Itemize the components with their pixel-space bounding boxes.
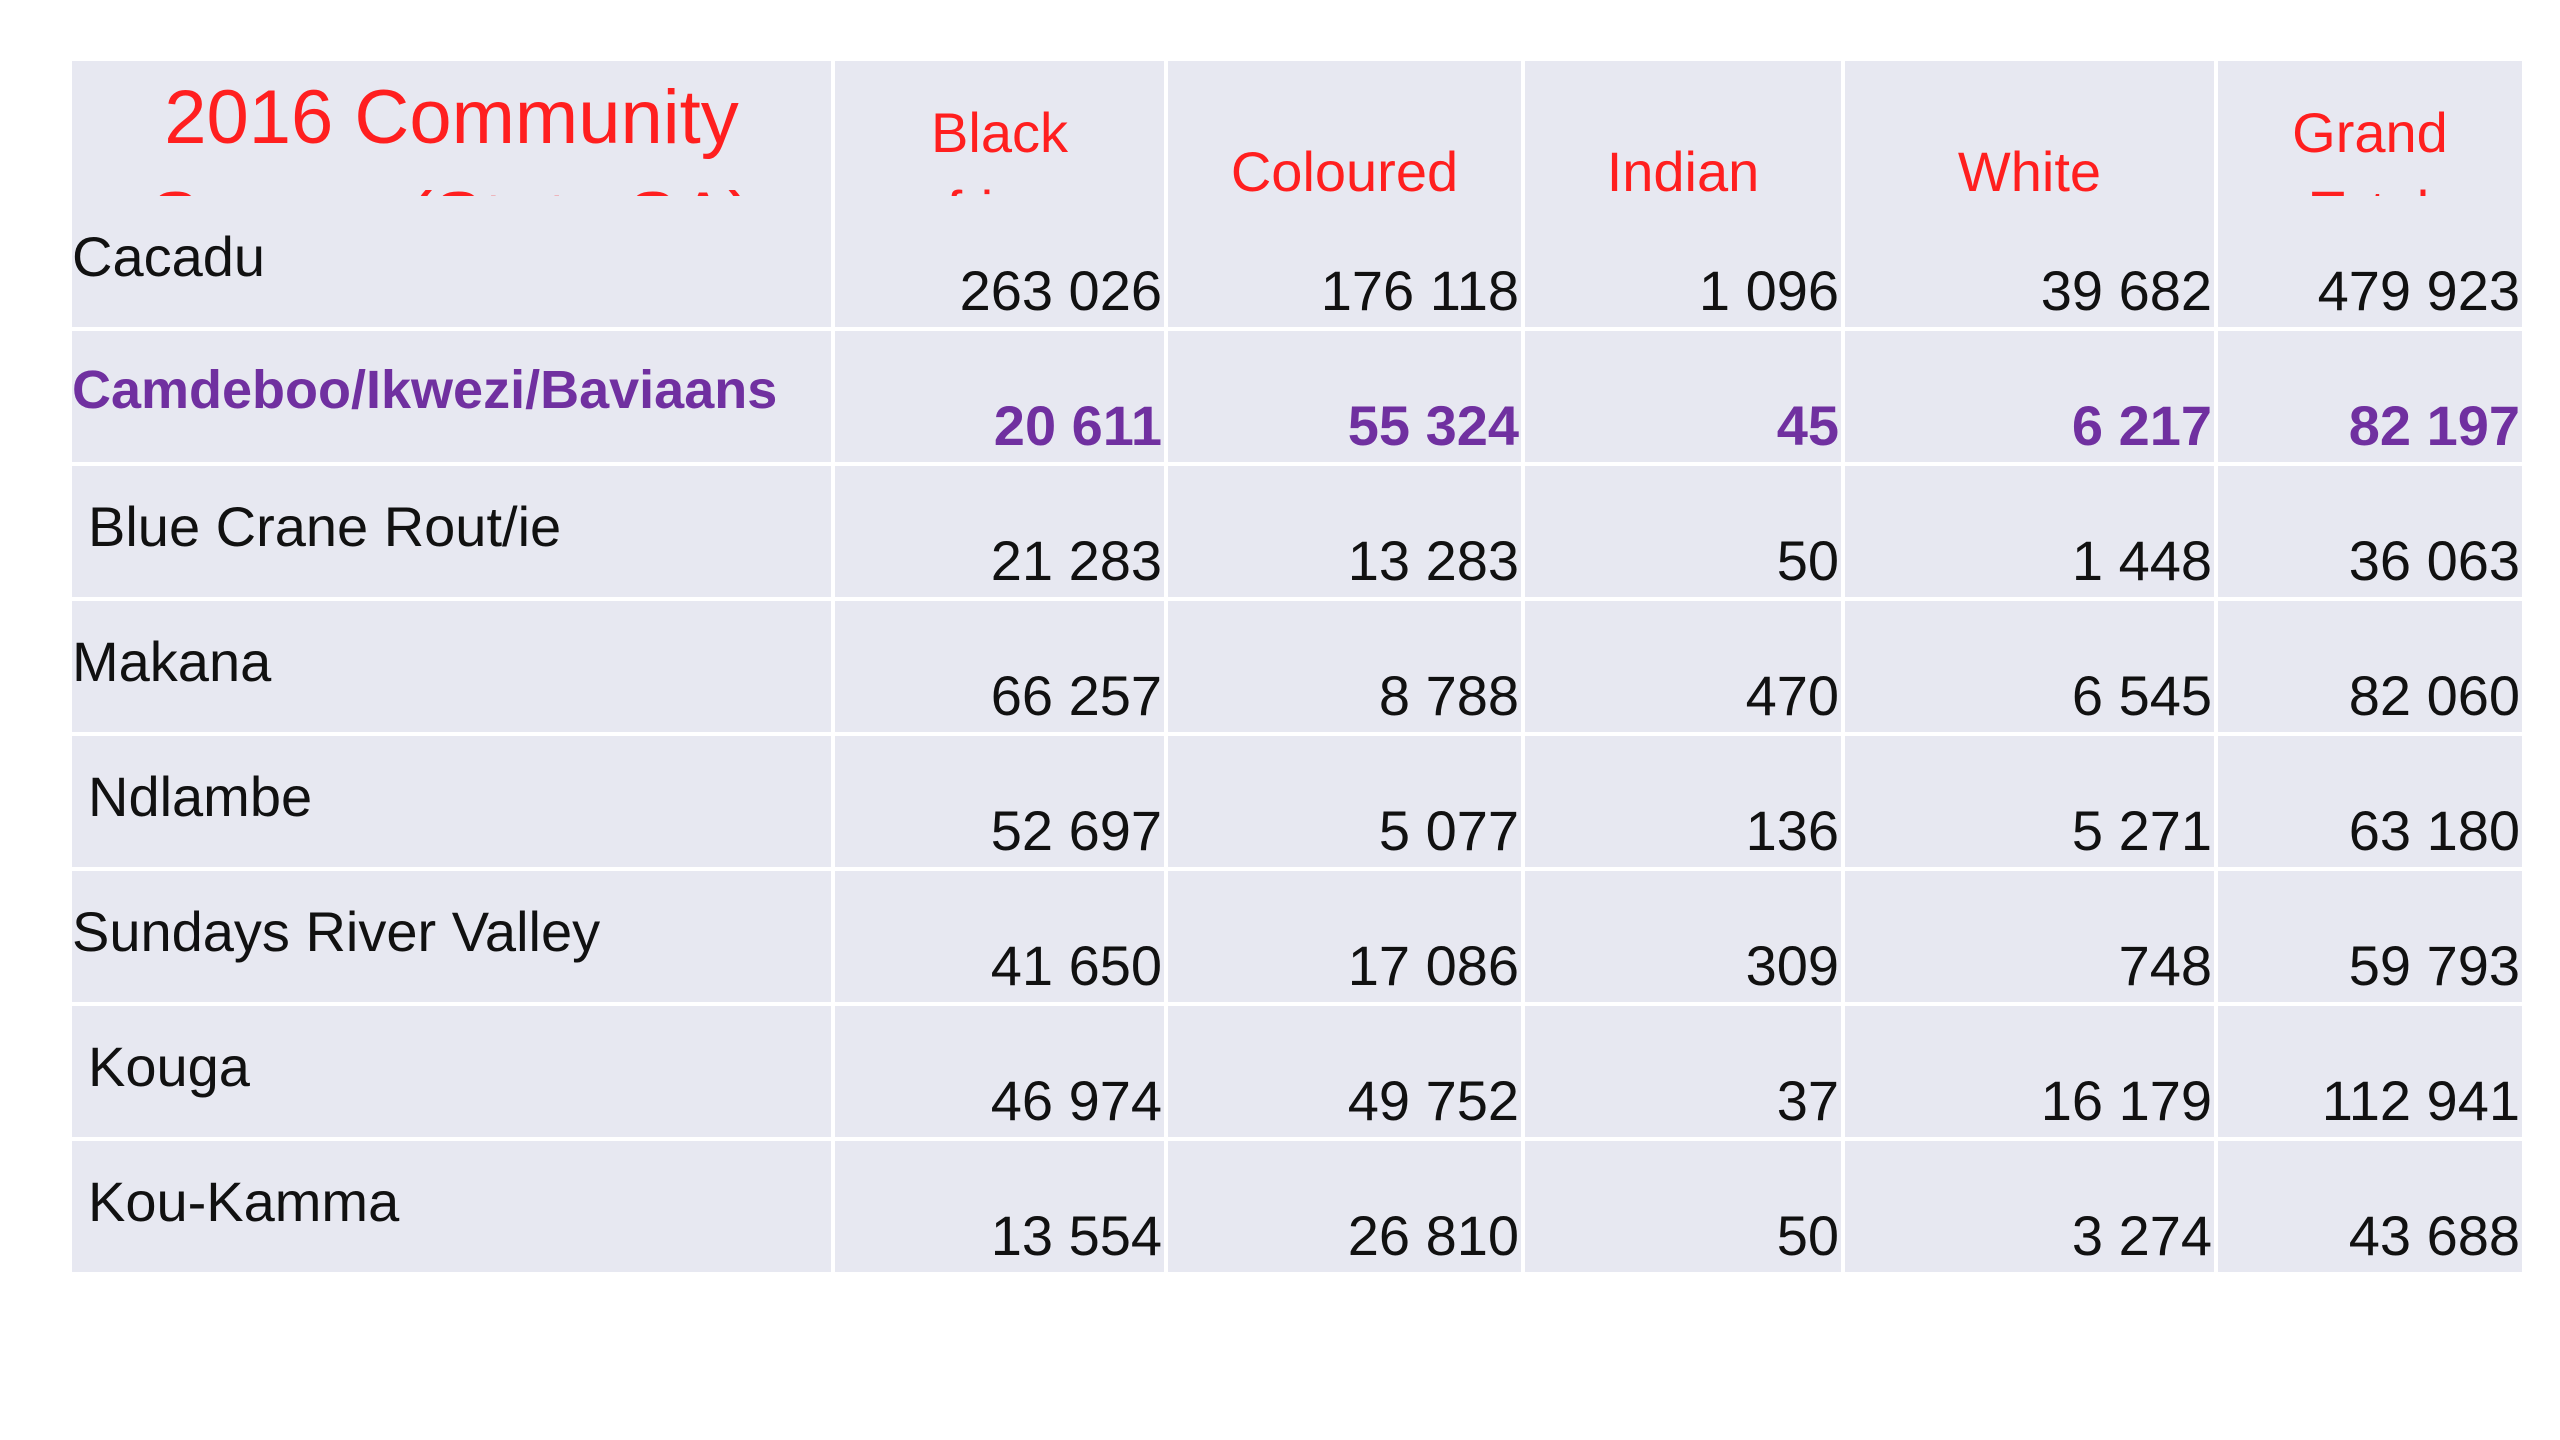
cell-black-african: 21 283: [835, 466, 1168, 601]
cell-coloured: 55 324: [1168, 331, 1525, 466]
cell-coloured: 176 118: [1168, 196, 1525, 331]
cell-black-african: 41 650: [835, 871, 1168, 1006]
cell-grand-total: 112 941: [2218, 1006, 2522, 1141]
cell-coloured: 5 077: [1168, 736, 1525, 871]
cell-black-african: 20 611: [835, 331, 1168, 466]
cell-white: 16 179: [1845, 1006, 2218, 1141]
cell-white: 39 682: [1845, 196, 2218, 331]
row-label: Kou-Kamma: [72, 1141, 835, 1276]
cell-indian: 45: [1525, 331, 1845, 466]
row-label: Kouga: [72, 1006, 835, 1141]
cell-coloured: 49 752: [1168, 1006, 1525, 1141]
cell-indian: 136: [1525, 736, 1845, 871]
cell-black-african: 66 257: [835, 601, 1168, 736]
cell-grand-total: 63 180: [2218, 736, 2522, 871]
cell-white: 748: [1845, 871, 2218, 1006]
cell-grand-total: 82 197: [2218, 331, 2522, 466]
population-table: 2016 Community Survey (Stats SA) Black a…: [72, 61, 2522, 1276]
cell-white: 1 448: [1845, 466, 2218, 601]
cell-indian: 37: [1525, 1006, 1845, 1141]
cell-black-african: 52 697: [835, 736, 1168, 871]
cell-white: 3 274: [1845, 1141, 2218, 1276]
cell-white: 6 545: [1845, 601, 2218, 736]
cell-black-african: 263 026: [835, 196, 1168, 331]
row-label: Blue Crane Rout/ie: [72, 466, 835, 601]
cell-white: 5 271: [1845, 736, 2218, 871]
cell-coloured: 26 810: [1168, 1141, 1525, 1276]
row-label: Camdeboo/Ikwezi/Baviaans: [72, 331, 835, 466]
cell-black-african: 46 974: [835, 1006, 1168, 1141]
cell-indian: 309: [1525, 871, 1845, 1006]
cell-black-african: 13 554: [835, 1141, 1168, 1276]
row-label: Cacadu: [72, 196, 835, 331]
cell-indian: 50: [1525, 466, 1845, 601]
cell-grand-total: 82 060: [2218, 601, 2522, 736]
cell-indian: 470: [1525, 601, 1845, 736]
cell-coloured: 17 086: [1168, 871, 1525, 1006]
row-label: Sundays River Valley: [72, 871, 835, 1006]
row-label: Ndlambe: [72, 736, 835, 871]
cell-coloured: 13 283: [1168, 466, 1525, 601]
cell-white: 6 217: [1845, 331, 2218, 466]
row-label: Makana: [72, 601, 835, 736]
cell-indian: 50: [1525, 1141, 1845, 1276]
cell-grand-total: 479 923: [2218, 196, 2522, 331]
cell-coloured: 8 788: [1168, 601, 1525, 736]
cell-grand-total: 43 688: [2218, 1141, 2522, 1276]
cell-grand-total: 59 793: [2218, 871, 2522, 1006]
cell-indian: 1 096: [1525, 196, 1845, 331]
cell-grand-total: 36 063: [2218, 466, 2522, 601]
